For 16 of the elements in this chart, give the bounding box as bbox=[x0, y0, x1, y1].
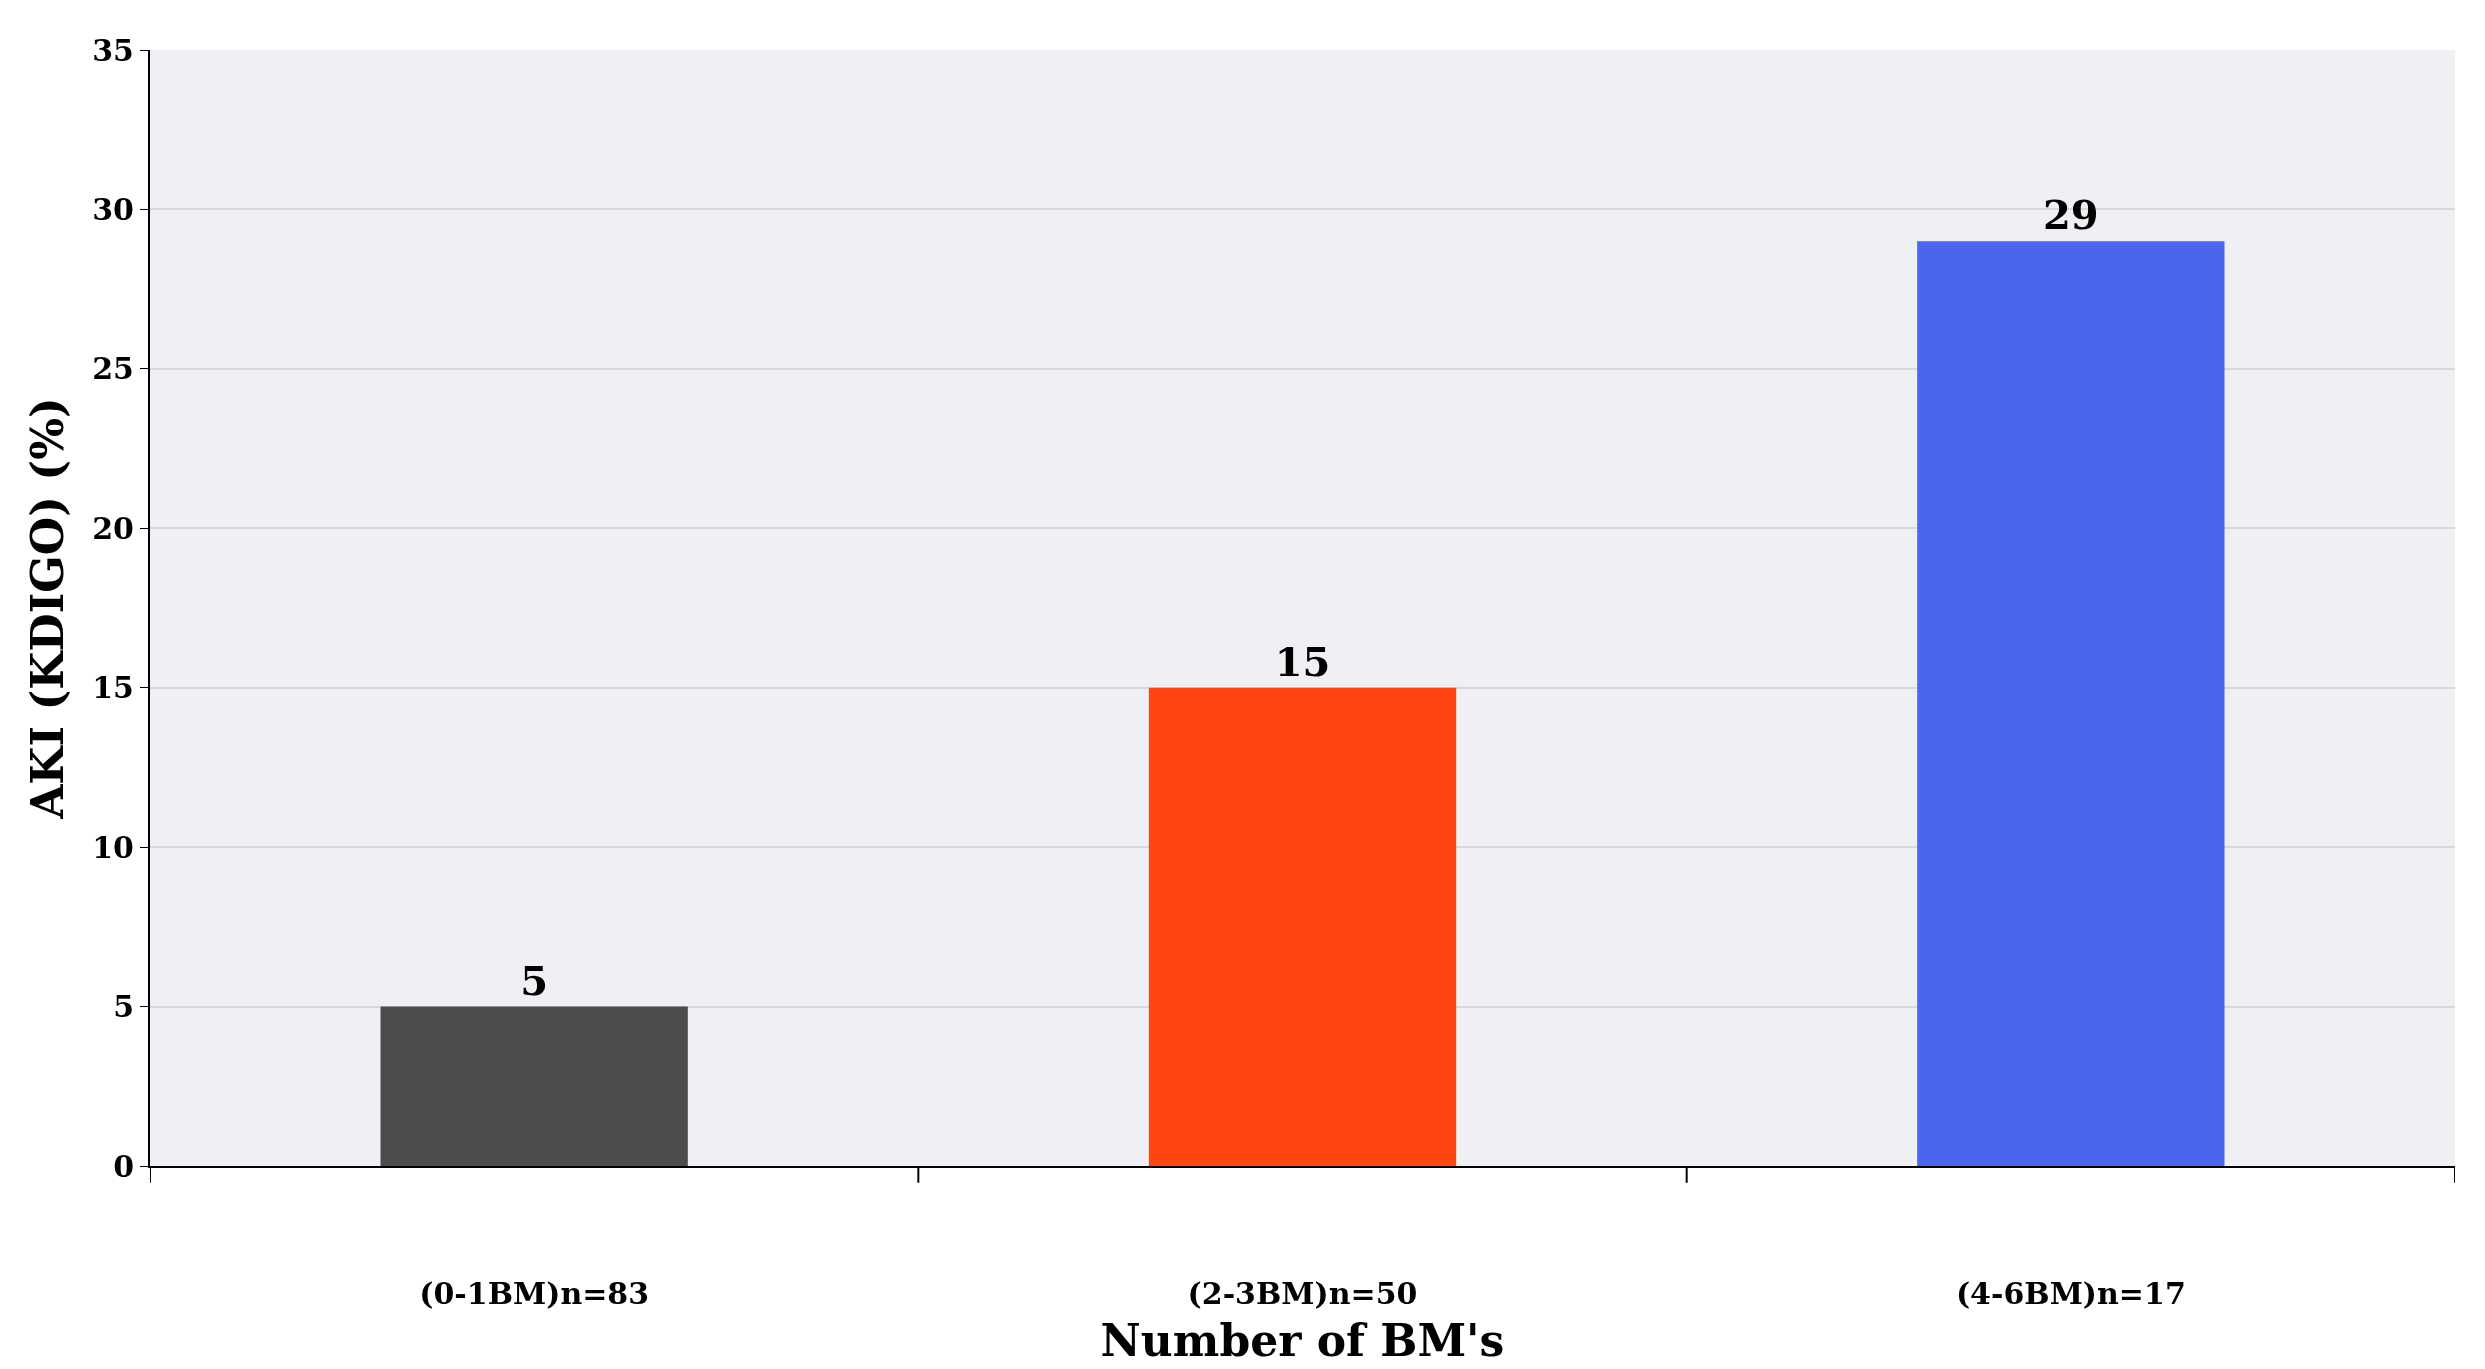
x-axis-title: Number of BM's bbox=[1100, 1314, 1505, 1366]
x-tick-label: (4-6BM)n=17 bbox=[1955, 1276, 2186, 1311]
y-tick-label: 35 bbox=[92, 32, 134, 68]
y-axis-title: AKI (KDIGO) (%) bbox=[21, 397, 73, 820]
y-tick-label: 15 bbox=[92, 670, 134, 706]
y-tick-label: 5 bbox=[113, 989, 134, 1025]
y-tick-label: 25 bbox=[92, 351, 134, 387]
data-label: 5 bbox=[520, 956, 549, 1004]
y-tick-label: 20 bbox=[92, 510, 134, 546]
x-tick-label: (0-1BM)n=83 bbox=[419, 1276, 650, 1311]
y-tick-label: 30 bbox=[92, 191, 134, 227]
x-tick-label: (2-3BM)n=50 bbox=[1187, 1276, 1418, 1311]
y-tick-label: 0 bbox=[113, 1148, 134, 1184]
data-label: 29 bbox=[2043, 191, 2099, 239]
y-tick-label: 10 bbox=[92, 829, 134, 865]
data-label: 15 bbox=[1274, 637, 1331, 685]
